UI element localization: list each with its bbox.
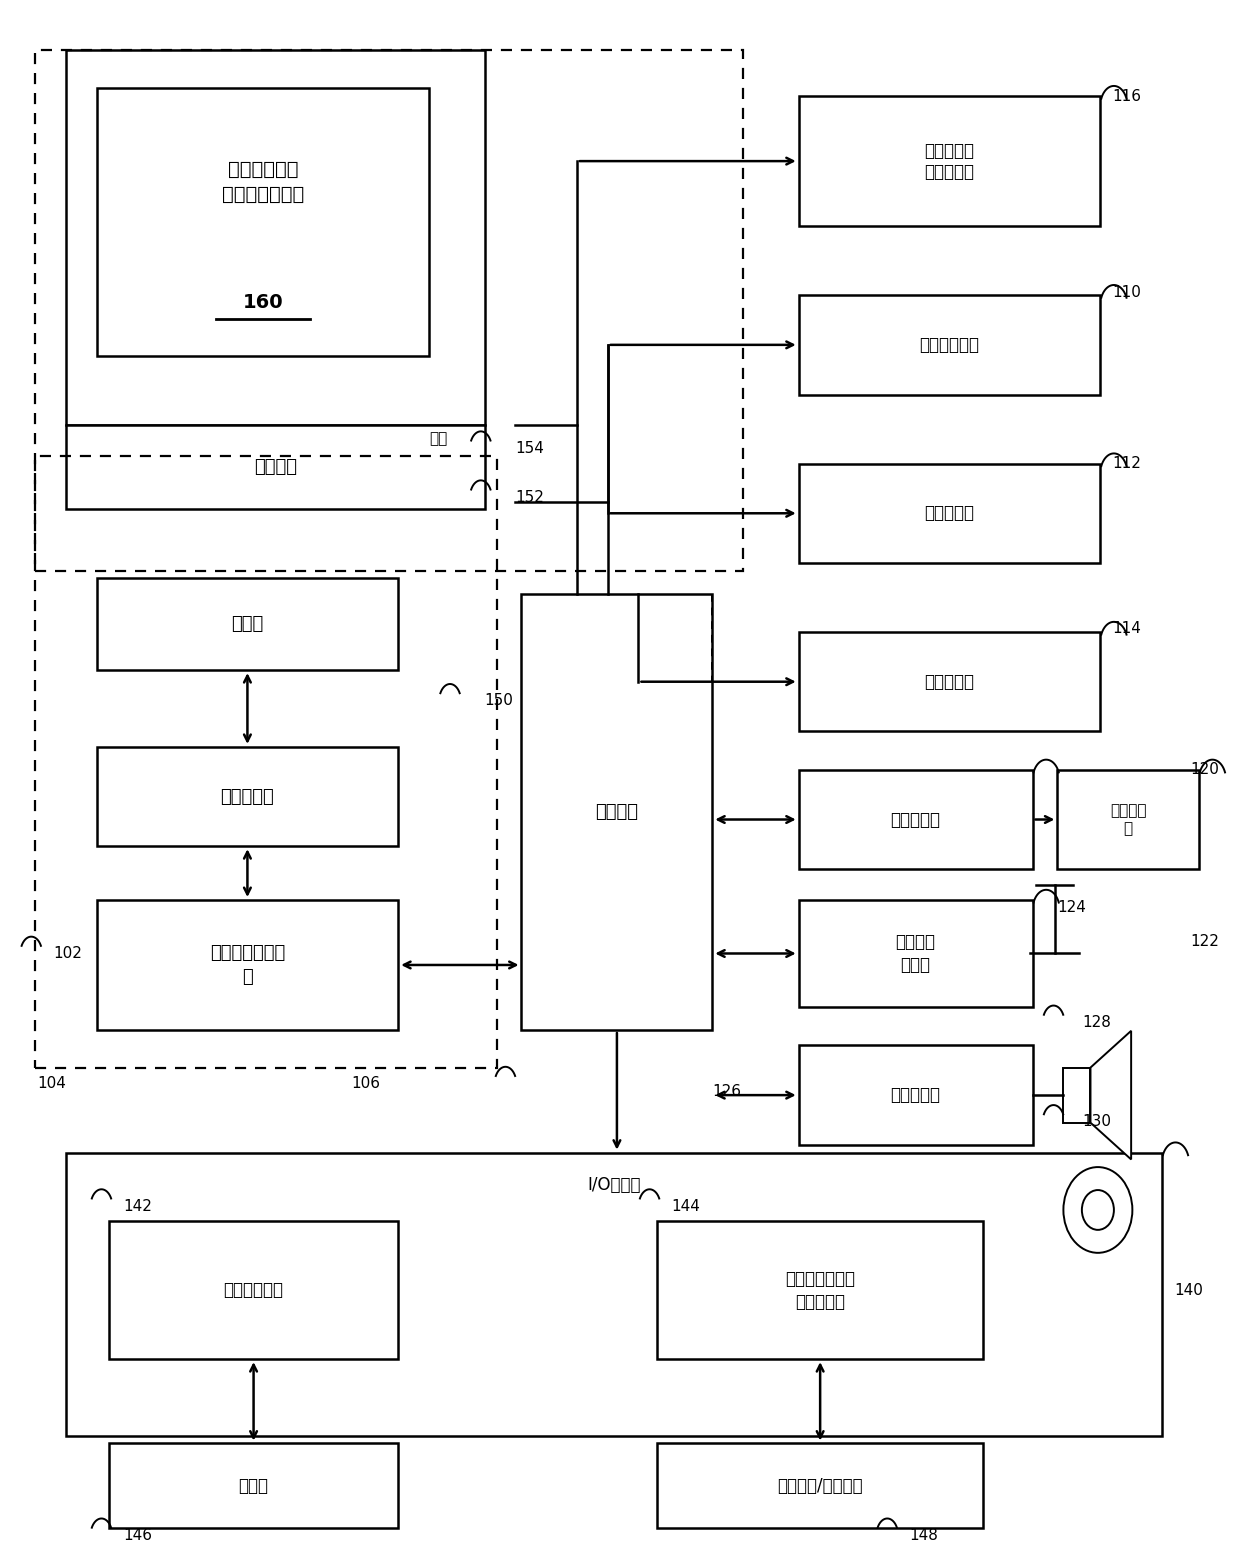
Text: 触摸屏控制器: 触摸屏控制器: [223, 1281, 284, 1299]
Text: 124: 124: [1058, 900, 1086, 916]
Text: 音频子系统: 音频子系统: [890, 1086, 941, 1105]
Text: 140: 140: [1174, 1282, 1203, 1298]
Text: 触摸屏: 触摸屏: [238, 1476, 269, 1494]
Text: 142: 142: [124, 1199, 153, 1214]
FancyBboxPatch shape: [66, 425, 485, 509]
Text: 确定移动终端
应用场景的装置: 确定移动终端 应用场景的装置: [222, 161, 304, 204]
Text: 160: 160: [243, 294, 283, 312]
Text: 磁场传感器: 磁场传感器: [925, 504, 975, 523]
Text: 114: 114: [1112, 622, 1142, 636]
FancyBboxPatch shape: [1064, 1067, 1090, 1123]
Circle shape: [1064, 1166, 1132, 1253]
Text: I/O子系统: I/O子系统: [587, 1176, 641, 1193]
Text: 外围接口: 外围接口: [595, 803, 639, 821]
Text: 其他输入/控制设备: 其他输入/控制设备: [777, 1476, 863, 1494]
FancyBboxPatch shape: [522, 594, 712, 1030]
FancyBboxPatch shape: [1058, 770, 1199, 869]
Text: 无线通信
子系统: 无线通信 子系统: [895, 933, 936, 975]
Text: 存储器: 存储器: [232, 616, 264, 633]
FancyBboxPatch shape: [97, 88, 429, 356]
Text: 148: 148: [909, 1528, 939, 1542]
Text: 150: 150: [485, 693, 513, 709]
FancyBboxPatch shape: [799, 900, 1033, 1007]
Text: 122: 122: [1190, 934, 1219, 948]
Text: 102: 102: [53, 945, 82, 961]
FancyBboxPatch shape: [799, 770, 1033, 869]
Text: 126: 126: [712, 1084, 742, 1098]
Text: 146: 146: [124, 1528, 153, 1542]
FancyBboxPatch shape: [799, 631, 1100, 732]
Text: 一个或多个
其他传感器: 一个或多个 其他传感器: [925, 142, 975, 181]
Text: 130: 130: [1081, 1114, 1111, 1129]
FancyBboxPatch shape: [97, 747, 398, 846]
Circle shape: [1081, 1190, 1114, 1230]
Polygon shape: [1090, 1030, 1131, 1159]
Text: 加速度传感器: 加速度传感器: [920, 336, 980, 354]
Text: 116: 116: [1112, 88, 1142, 104]
Text: 相机子系统: 相机子系统: [890, 811, 941, 829]
Text: 106: 106: [351, 1077, 381, 1091]
FancyBboxPatch shape: [799, 295, 1100, 394]
FancyBboxPatch shape: [799, 96, 1100, 226]
Text: 152: 152: [516, 490, 544, 504]
Text: 一个或多个处理
器: 一个或多个处理 器: [210, 944, 285, 985]
FancyBboxPatch shape: [97, 900, 398, 1030]
Text: 112: 112: [1112, 456, 1142, 470]
FancyBboxPatch shape: [66, 1153, 1162, 1436]
Text: 一个或多个其他
输入控制器: 一个或多个其他 输入控制器: [785, 1270, 856, 1312]
FancyBboxPatch shape: [799, 1046, 1033, 1145]
Text: 应用: 应用: [429, 432, 448, 447]
FancyBboxPatch shape: [109, 1222, 398, 1360]
Text: 110: 110: [1112, 285, 1142, 300]
FancyBboxPatch shape: [657, 1443, 983, 1528]
FancyBboxPatch shape: [799, 464, 1100, 563]
FancyBboxPatch shape: [657, 1222, 983, 1360]
FancyBboxPatch shape: [109, 1443, 398, 1528]
FancyBboxPatch shape: [66, 50, 485, 425]
Text: 光学传感
器: 光学传感 器: [1110, 803, 1146, 835]
Text: 154: 154: [516, 441, 544, 456]
Text: 144: 144: [672, 1199, 701, 1214]
Text: 重力传感器: 重力传感器: [925, 673, 975, 690]
Text: 128: 128: [1081, 1015, 1111, 1030]
Text: 操作系统: 操作系统: [254, 458, 296, 476]
Text: 存储器接口: 存储器接口: [221, 787, 274, 806]
Text: 104: 104: [37, 1077, 66, 1091]
FancyBboxPatch shape: [97, 579, 398, 670]
Text: 120: 120: [1190, 763, 1219, 777]
